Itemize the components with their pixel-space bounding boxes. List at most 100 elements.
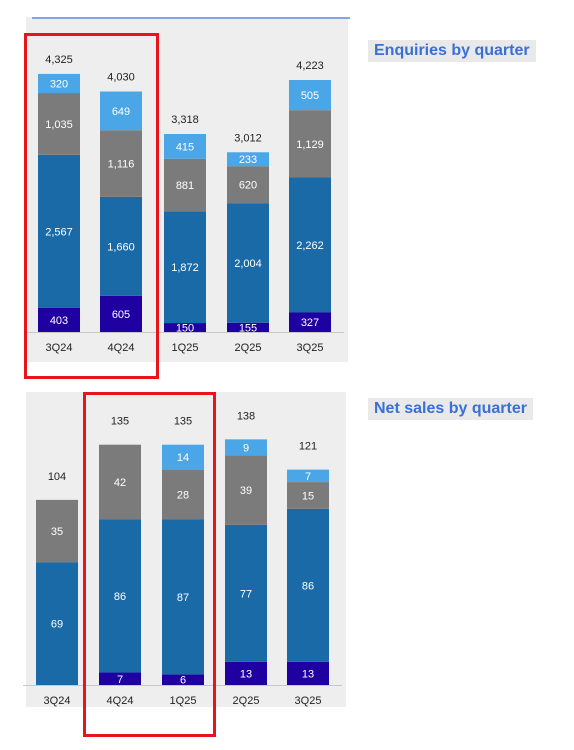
net-bar-3Q25-s2	[287, 482, 329, 509]
enq-value-label: 1,116	[108, 159, 135, 171]
enq-category-label: 4Q24	[108, 342, 135, 354]
enq-value-label: 2,567	[45, 226, 73, 238]
net-value-label: 13	[240, 668, 252, 680]
enq-bar-3Q25-s1	[289, 177, 331, 313]
net-bar-1Q25-s3	[162, 444, 204, 470]
net-total-label: 121	[299, 441, 317, 453]
enq-category-label: 2Q25	[235, 342, 262, 354]
net-bar-4Q24-s1	[99, 519, 141, 673]
net-bar-2Q25-s3	[225, 439, 267, 456]
enq-value-label: 1,129	[296, 139, 324, 151]
enquiries-highlight-box	[24, 33, 159, 379]
net-value-label: 7	[117, 674, 123, 686]
enq-value-label: 1,872	[171, 262, 199, 274]
enq-total-label: 4,325	[45, 54, 73, 66]
enq-value-label: 2,262	[296, 240, 324, 252]
net-bar-3Q25-s0	[287, 661, 329, 685]
enq-bar-1Q25-s1	[164, 211, 206, 324]
net-bar-3Q24-s1	[36, 562, 78, 685]
net-value-label: 9	[243, 442, 249, 454]
enq-bar-1Q25-s3	[164, 134, 206, 159]
net-bar-4Q24-s2	[99, 444, 141, 520]
net-category-label: 3Q25	[295, 695, 322, 707]
net-category-label: 1Q25	[170, 695, 197, 707]
enq-value-label: 403	[50, 315, 68, 327]
enq-value-label: 1,660	[107, 241, 135, 253]
net-value-label: 86	[302, 580, 314, 592]
net-bar-1Q25-s1	[162, 519, 204, 675]
enq-value-label: 1,035	[45, 119, 73, 131]
net-value-label: 87	[177, 592, 189, 604]
net-value-label: 69	[51, 619, 63, 631]
enq-total-label: 3,318	[171, 114, 199, 126]
net-value-label: 39	[240, 485, 252, 497]
enq-value-label: 415	[176, 141, 194, 153]
enq-bar-4Q24-s3	[100, 91, 142, 131]
enq-total-label: 3,012	[234, 132, 262, 144]
net-sales-chart-title: Net sales by quarter	[368, 398, 533, 420]
enq-category-label: 1Q25	[172, 342, 199, 354]
net-value-label: 14	[177, 452, 189, 464]
net-value-label: 13	[302, 668, 314, 680]
enq-bar-4Q24-s0	[100, 295, 142, 332]
enq-bar-3Q24-s3	[38, 73, 80, 94]
enq-value-label: 233	[239, 154, 257, 166]
enq-bar-1Q25-s2	[164, 158, 206, 212]
net-bar-2Q25-s2	[225, 455, 267, 525]
enq-bar-2Q25-s3	[227, 152, 269, 167]
net-bar-3Q25-s3	[287, 469, 329, 483]
enq-bar-2Q25-s0	[227, 322, 269, 332]
net-bar-2Q25-s0	[225, 661, 267, 685]
net-category-label: 4Q24	[107, 695, 134, 707]
enq-bar-1Q25-s0	[164, 323, 206, 332]
net-total-label: 135	[174, 416, 192, 428]
net-value-label: 77	[240, 588, 252, 600]
chart-top-rule	[32, 17, 350, 19]
net-sales-highlight-box	[83, 392, 216, 737]
enq-value-label: 881	[176, 180, 194, 192]
enq-category-label: 3Q24	[46, 342, 73, 354]
net-value-label: 86	[114, 591, 126, 603]
net-value-label: 42	[114, 477, 126, 489]
net-value-label: 15	[302, 490, 314, 502]
net-value-label: 6	[180, 675, 186, 687]
net-bar-1Q25-s0	[162, 674, 204, 685]
net-value-label: 28	[177, 490, 189, 502]
enq-value-label: 150	[176, 323, 194, 335]
enq-bar-3Q24-s1	[38, 154, 80, 308]
net-total-label: 104	[48, 471, 66, 483]
enq-category-label: 3Q25	[297, 342, 324, 354]
net-value-label: 7	[305, 471, 311, 483]
enquiries-chart-title: Enquiries by quarter	[368, 40, 536, 62]
net-bar-1Q25-s2	[162, 469, 204, 520]
enq-value-label: 320	[50, 78, 68, 90]
enq-value-label: 2,004	[234, 258, 262, 270]
enq-value-label: 620	[239, 180, 257, 192]
enq-value-label: 505	[301, 90, 319, 102]
enq-bar-2Q25-s2	[227, 166, 269, 204]
enq-value-label: 605	[112, 309, 130, 321]
enq-bar-3Q25-s2	[289, 110, 331, 178]
net-bar-3Q25-s1	[287, 508, 329, 662]
net-bar-3Q24-s2	[36, 499, 78, 563]
enq-bar-4Q24-s1	[100, 196, 142, 296]
enq-bar-3Q25-s3	[289, 80, 331, 111]
net-value-label: 35	[51, 526, 63, 538]
enq-value-label: 155	[239, 322, 257, 334]
net-category-label: 2Q25	[233, 695, 260, 707]
enq-bar-4Q24-s2	[100, 130, 142, 197]
net-total-label: 138	[237, 410, 255, 422]
enq-total-label: 4,223	[296, 60, 324, 72]
enq-total-label: 4,030	[107, 72, 135, 84]
enq-value-label: 649	[112, 106, 130, 118]
enq-value-label: 327	[301, 317, 319, 329]
enq-bar-3Q25-s0	[289, 312, 331, 332]
net-bar-4Q24-s0	[99, 672, 141, 685]
net-total-label: 135	[111, 416, 129, 428]
enq-bar-3Q24-s0	[38, 307, 80, 332]
enq-bar-2Q25-s1	[227, 203, 269, 323]
net-bar-2Q25-s1	[225, 524, 267, 662]
enq-bar-3Q24-s2	[38, 93, 80, 155]
net-category-label: 3Q24	[44, 695, 71, 707]
